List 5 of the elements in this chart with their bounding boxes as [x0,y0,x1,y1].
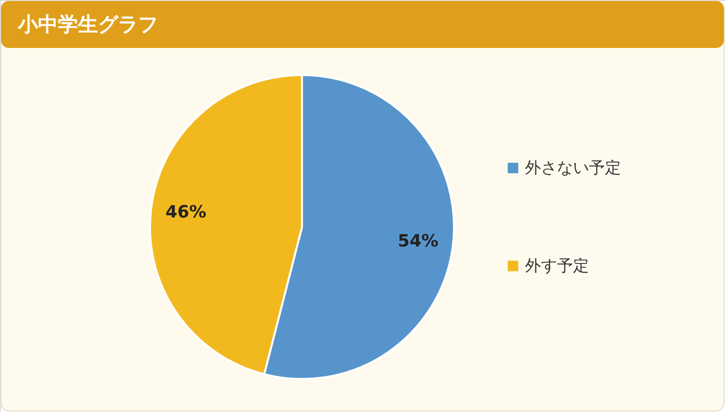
chart-title: 小中学生グラフ [17,12,158,36]
data-label: 46% [166,202,206,222]
legend-label: 外さない予定 [525,158,621,177]
data-label: 54% [398,232,438,252]
legend-label: 外す予定 [525,256,589,275]
